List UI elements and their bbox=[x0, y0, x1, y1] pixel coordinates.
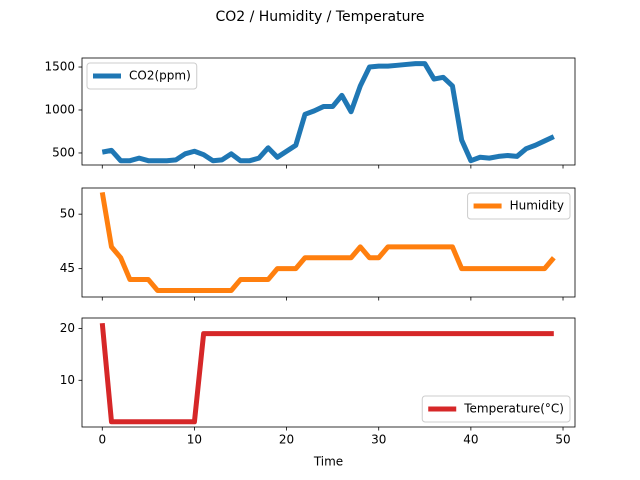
legend-box bbox=[86, 62, 198, 90]
legend-box bbox=[421, 395, 571, 423]
data-line bbox=[99, 322, 554, 425]
y-tick-label: 1000 bbox=[44, 102, 75, 116]
y-tick-label: 10 bbox=[60, 373, 75, 387]
x-tick-label: 50 bbox=[555, 433, 570, 447]
y-tick-label: 20 bbox=[60, 321, 75, 335]
legend-label: Humidity bbox=[510, 199, 564, 213]
x-tick-label: 10 bbox=[187, 433, 202, 447]
x-tick-label: 40 bbox=[463, 433, 478, 447]
legend: CO2(ppm) bbox=[86, 62, 198, 90]
y-tick-label: 1500 bbox=[44, 60, 75, 74]
legend-label: CO2(ppm) bbox=[129, 69, 191, 83]
data-line bbox=[99, 191, 556, 293]
x-tick-label: 20 bbox=[279, 433, 294, 447]
axes-frame bbox=[81, 187, 576, 298]
y-tick-label: 45 bbox=[60, 261, 75, 275]
x-tick-label: 30 bbox=[371, 433, 386, 447]
x-tick-label: 0 bbox=[98, 433, 106, 447]
x-axis-label: Time bbox=[313, 455, 343, 469]
y-tick-label: 50 bbox=[60, 207, 75, 221]
legend: Humidity bbox=[467, 192, 571, 220]
data-line bbox=[101, 61, 555, 164]
axes-frame bbox=[81, 317, 576, 428]
legend-label: Temperature(°C) bbox=[463, 402, 564, 416]
y-tick-label: 500 bbox=[52, 145, 75, 159]
figure-title: CO2 / Humidity / Temperature bbox=[215, 9, 424, 25]
axes-frame bbox=[81, 57, 576, 166]
legend-box bbox=[467, 192, 571, 220]
legend: Temperature(°C) bbox=[421, 395, 571, 423]
